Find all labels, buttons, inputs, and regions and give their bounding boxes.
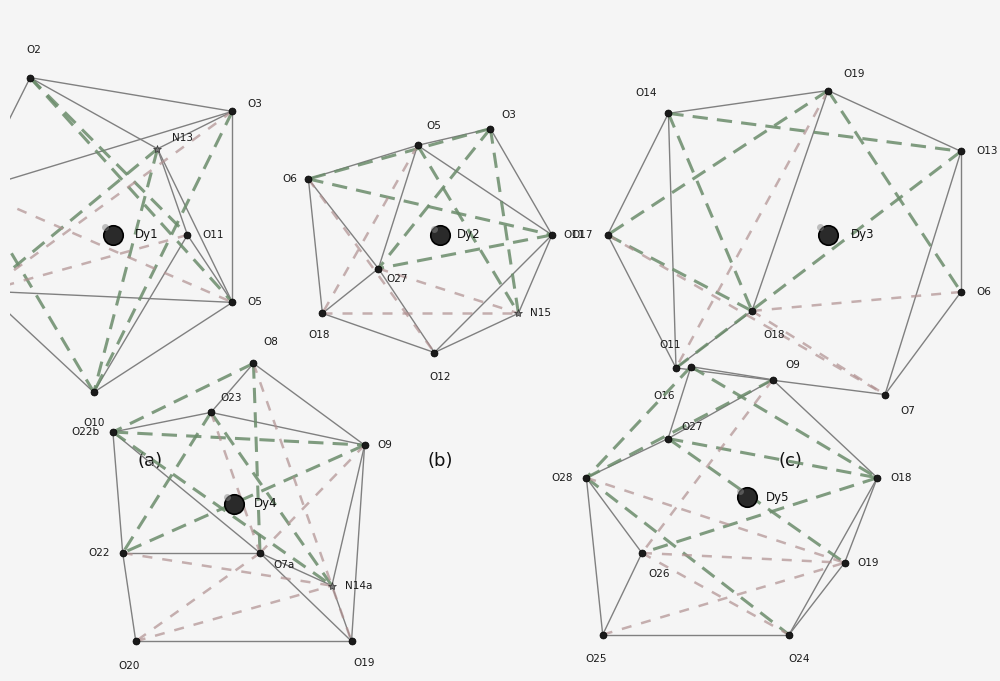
Text: O3: O3 [502,110,516,120]
Text: O6: O6 [976,287,991,297]
Text: O18: O18 [890,473,912,483]
Text: O12: O12 [429,372,451,382]
Text: Dy1: Dy1 [135,228,159,242]
Text: (a): (a) [137,452,163,470]
Text: O3: O3 [247,99,262,109]
Text: O6: O6 [282,174,297,184]
Text: O27: O27 [387,274,408,284]
Text: O11: O11 [202,230,224,240]
Text: N14a: N14a [345,581,372,590]
Text: O25: O25 [585,654,607,664]
Text: O19: O19 [858,558,879,568]
Text: O26: O26 [648,569,670,580]
Text: O28: O28 [552,473,573,483]
Text: O7: O7 [900,406,915,416]
Text: O14: O14 [636,88,657,98]
Text: O5: O5 [247,298,262,307]
Text: O13: O13 [976,146,998,157]
Text: O18: O18 [763,330,785,340]
Text: Dy3: Dy3 [851,228,874,242]
Text: Dy2: Dy2 [457,228,480,242]
Text: O16: O16 [654,391,675,400]
Text: (b): (b) [427,452,453,470]
Text: O11: O11 [563,230,585,240]
Text: N13: N13 [172,133,193,142]
Text: O18: O18 [309,330,330,340]
Text: Dy4: Dy4 [253,497,277,511]
Text: O10: O10 [83,418,105,428]
Text: O7a: O7a [273,560,294,569]
Text: O9: O9 [786,360,801,370]
Text: O22b: O22b [72,427,100,437]
Text: O9: O9 [378,440,393,450]
Text: (c): (c) [778,452,802,470]
Text: O5: O5 [426,121,441,131]
Text: O11: O11 [660,340,681,350]
Text: O23: O23 [221,393,242,402]
Text: O2: O2 [26,45,41,55]
Text: Dy5: Dy5 [766,491,790,504]
Text: O24: O24 [788,654,810,664]
Text: O19: O19 [843,69,865,79]
Text: O17: O17 [571,230,592,240]
Text: O8: O8 [263,337,278,347]
Text: O20: O20 [119,661,140,671]
Text: N15: N15 [530,308,551,318]
Text: O22: O22 [88,548,110,558]
Text: O27: O27 [681,422,703,432]
Text: O19: O19 [354,658,375,667]
